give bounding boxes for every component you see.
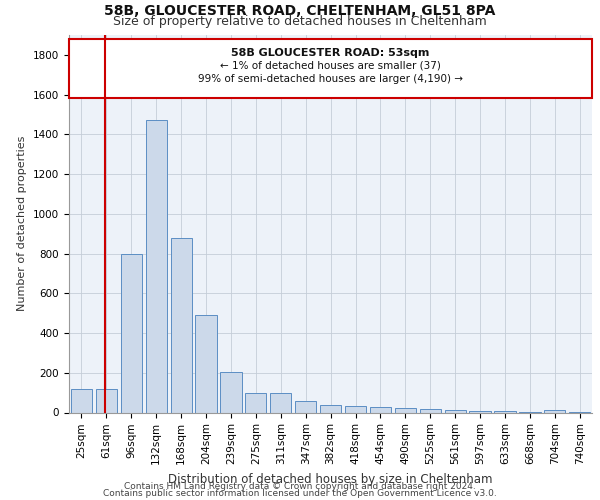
Text: ← 1% of detached houses are smaller (37): ← 1% of detached houses are smaller (37)	[220, 61, 441, 71]
Y-axis label: Number of detached properties: Number of detached properties	[17, 136, 28, 312]
Bar	[469, 410, 491, 412]
Bar	[395, 408, 416, 412]
Bar	[121, 254, 142, 412]
Bar	[270, 392, 292, 412]
Text: Size of property relative to detached houses in Cheltenham: Size of property relative to detached ho…	[113, 15, 487, 28]
Text: 58B, GLOUCESTER ROAD, CHELTENHAM, GL51 8PA: 58B, GLOUCESTER ROAD, CHELTENHAM, GL51 8…	[104, 4, 496, 18]
Text: Contains public sector information licensed under the Open Government Licence v3: Contains public sector information licen…	[103, 490, 497, 498]
Bar	[370, 406, 391, 412]
Bar	[295, 400, 316, 412]
Bar	[445, 410, 466, 412]
Bar	[220, 372, 242, 412]
Bar	[494, 411, 515, 412]
Bar	[245, 392, 266, 412]
Bar	[96, 388, 117, 412]
Bar	[71, 388, 92, 412]
Bar	[419, 408, 441, 412]
Text: 58B GLOUCESTER ROAD: 53sqm: 58B GLOUCESTER ROAD: 53sqm	[232, 48, 430, 58]
Bar	[146, 120, 167, 412]
FancyBboxPatch shape	[69, 39, 592, 98]
Bar	[196, 315, 217, 412]
Text: Contains HM Land Registry data © Crown copyright and database right 2024.: Contains HM Land Registry data © Crown c…	[124, 482, 476, 491]
Bar	[544, 410, 565, 412]
Bar	[345, 406, 366, 412]
Bar	[320, 404, 341, 412]
Bar	[170, 238, 192, 412]
X-axis label: Distribution of detached houses by size in Cheltenham: Distribution of detached houses by size …	[169, 472, 493, 486]
Text: 99% of semi-detached houses are larger (4,190) →: 99% of semi-detached houses are larger (…	[198, 74, 463, 84]
